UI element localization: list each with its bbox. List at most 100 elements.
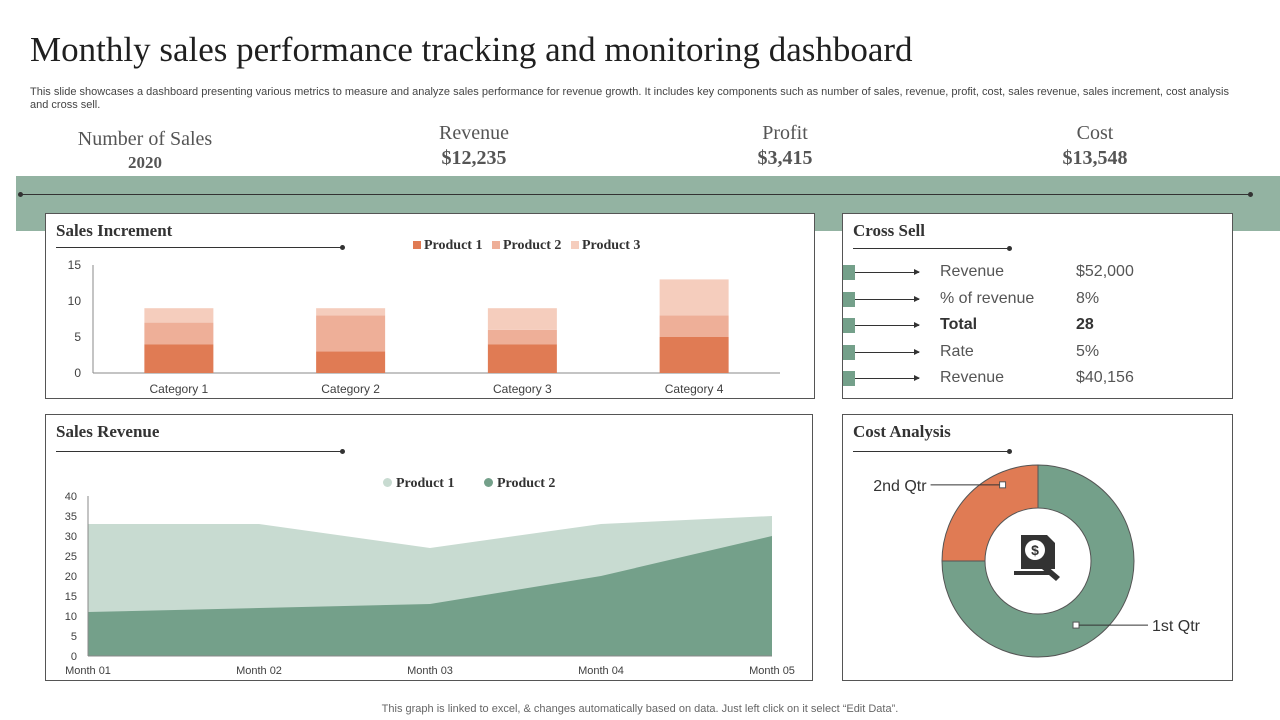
title-underline	[56, 451, 342, 452]
area-series	[88, 536, 772, 656]
bar-segment	[659, 337, 729, 373]
sales-revenue-title: Sales Revenue	[56, 422, 160, 441]
cost-analysis-chart: $1st Qtr 2nd Qtr	[873, 464, 1201, 658]
bar-segment	[487, 308, 557, 330]
x-tick-label: Month 04	[578, 665, 624, 677]
title-underline-dot	[340, 449, 345, 454]
x-tick-label: Category 1	[150, 382, 209, 396]
title-underline-dot	[1007, 449, 1012, 454]
arrow-icon	[855, 296, 920, 302]
cross-sell-row: Revenue $52,000	[843, 263, 1223, 283]
sales-increment-panel: Sales Increment Product 1 Product 2 Prod…	[45, 213, 815, 399]
y-tick-label: 25	[65, 551, 77, 563]
kpi-number-of-sales: Number of Sales 2020	[45, 128, 245, 173]
legend-label: Product 2	[496, 476, 556, 491]
cross-sell-title: Cross Sell	[853, 221, 925, 240]
y-tick-label: 40	[65, 491, 77, 503]
bar-segment	[487, 329, 557, 345]
title-underline	[853, 248, 1009, 249]
bar-segment	[659, 315, 729, 337]
arrow-icon	[855, 375, 920, 381]
bar-segment	[316, 308, 386, 316]
x-tick-label: Month 05	[749, 665, 795, 677]
title-underline-dot	[1007, 246, 1012, 251]
cross-sell-value: $40,156	[1076, 369, 1134, 386]
bar-segment	[487, 344, 557, 373]
cross-sell-value: 5%	[1076, 343, 1100, 360]
icon-coin	[1025, 540, 1045, 560]
row-marker	[843, 265, 855, 280]
cross-sell-row: % of revenue 8%	[843, 290, 1223, 310]
cross-sell-label: % of revenue	[940, 290, 1035, 307]
cross-sell-value: $52,000	[1076, 263, 1134, 280]
y-tick-label: 10	[65, 611, 77, 623]
row-marker	[843, 292, 855, 307]
legend-swatch	[483, 478, 493, 487]
legend-swatch	[413, 241, 421, 249]
arrow-icon	[855, 269, 920, 275]
row-marker	[843, 318, 855, 333]
legend-product-2: Product 2	[483, 476, 556, 491]
kpi-profit-label: Profit	[762, 122, 808, 144]
x-tick-label: Month 03	[407, 665, 453, 677]
money-document-icon: $	[1014, 535, 1060, 581]
cost-analysis-panel: Cost Analysis $1st Qtr 2nd Qtr	[842, 414, 1233, 681]
sales-increment-legend: Product 1 Product 2 Product 3	[413, 238, 640, 254]
y-tick-label: 20	[65, 571, 77, 583]
title-underline	[56, 247, 342, 248]
cross-sell-row: Total 28	[843, 316, 1223, 336]
y-tick-label: 5	[71, 631, 77, 643]
x-tick-label: Category 3	[493, 382, 552, 396]
leader-marker	[1072, 621, 1080, 629]
legend-swatch	[491, 241, 500, 249]
page-description: This slide showcases a dashboard present…	[30, 86, 1229, 111]
legend-label: Product 1	[424, 238, 483, 253]
legend-product-1: Product 1	[383, 476, 454, 491]
legend-label: Product 3	[581, 238, 641, 253]
page-title: Monthly sales performance tracking and m…	[30, 30, 913, 69]
y-tick-label: 15	[65, 591, 77, 603]
kpi-profit: Profit $3,415	[685, 122, 885, 170]
bar-segment	[316, 315, 386, 352]
icon-base	[1014, 571, 1052, 575]
bar-segment	[144, 344, 214, 373]
cross-sell-panel: Cross Sell Revenue $52,000 % of revenue …	[842, 213, 1233, 399]
sales-revenue-panel: Sales Revenue Product 1 Product 2 0 5 10 15…	[45, 414, 813, 681]
y-tick-label: 0	[74, 366, 81, 380]
kpi-cost-value: $13,548	[1062, 147, 1128, 169]
y-tick-label: 30	[65, 531, 77, 543]
row-marker	[843, 345, 855, 360]
legend-swatch	[383, 478, 392, 487]
cross-sell-label: Total	[940, 316, 978, 333]
donut-slice	[941, 464, 1039, 562]
y-tick-label: 5	[74, 330, 81, 344]
y-tick-label: 0	[71, 651, 77, 663]
kpi-revenue-label: Revenue	[439, 122, 509, 144]
cross-sell-label: Revenue	[940, 369, 1005, 386]
legend-product-2: Product 2	[491, 238, 562, 253]
kpi-cost: Cost $13,548	[995, 122, 1195, 170]
sales-increment-title: Sales Increment	[56, 221, 173, 240]
x-tick-label: Category 2	[321, 382, 380, 396]
cross-sell-row: Revenue $40,156	[843, 369, 1223, 389]
legend-swatch	[570, 241, 579, 249]
x-tick-label: Category 4	[665, 382, 724, 396]
kpi-revenue-value: $12,235	[441, 147, 507, 169]
band-dot-left	[18, 192, 23, 197]
kpi-profit-value: $3,415	[757, 147, 813, 169]
kpi-sales-label: Number of Sales	[77, 128, 213, 150]
legend-product-3: Product 3	[570, 238, 641, 253]
title-underline-dot	[340, 245, 345, 250]
legend-label: Product 2	[502, 238, 562, 253]
row-marker	[843, 371, 855, 386]
band-divider	[20, 194, 1251, 195]
kpi-cost-label: Cost	[1076, 122, 1114, 144]
sales-increment-chart: 0 5 10 15 Category 1 Category 2 Category 3 Cate…	[68, 258, 780, 396]
arrow-icon	[855, 349, 920, 355]
x-tick-label: Month 02	[236, 665, 282, 677]
bar-segment	[659, 279, 729, 316]
footer-note: This graph is linked to excel, & changes…	[381, 703, 899, 715]
title-underline	[853, 451, 1009, 452]
slice-label-q1: 1st Qtr	[1152, 618, 1201, 635]
legend-product-1: Product 1	[413, 238, 482, 253]
